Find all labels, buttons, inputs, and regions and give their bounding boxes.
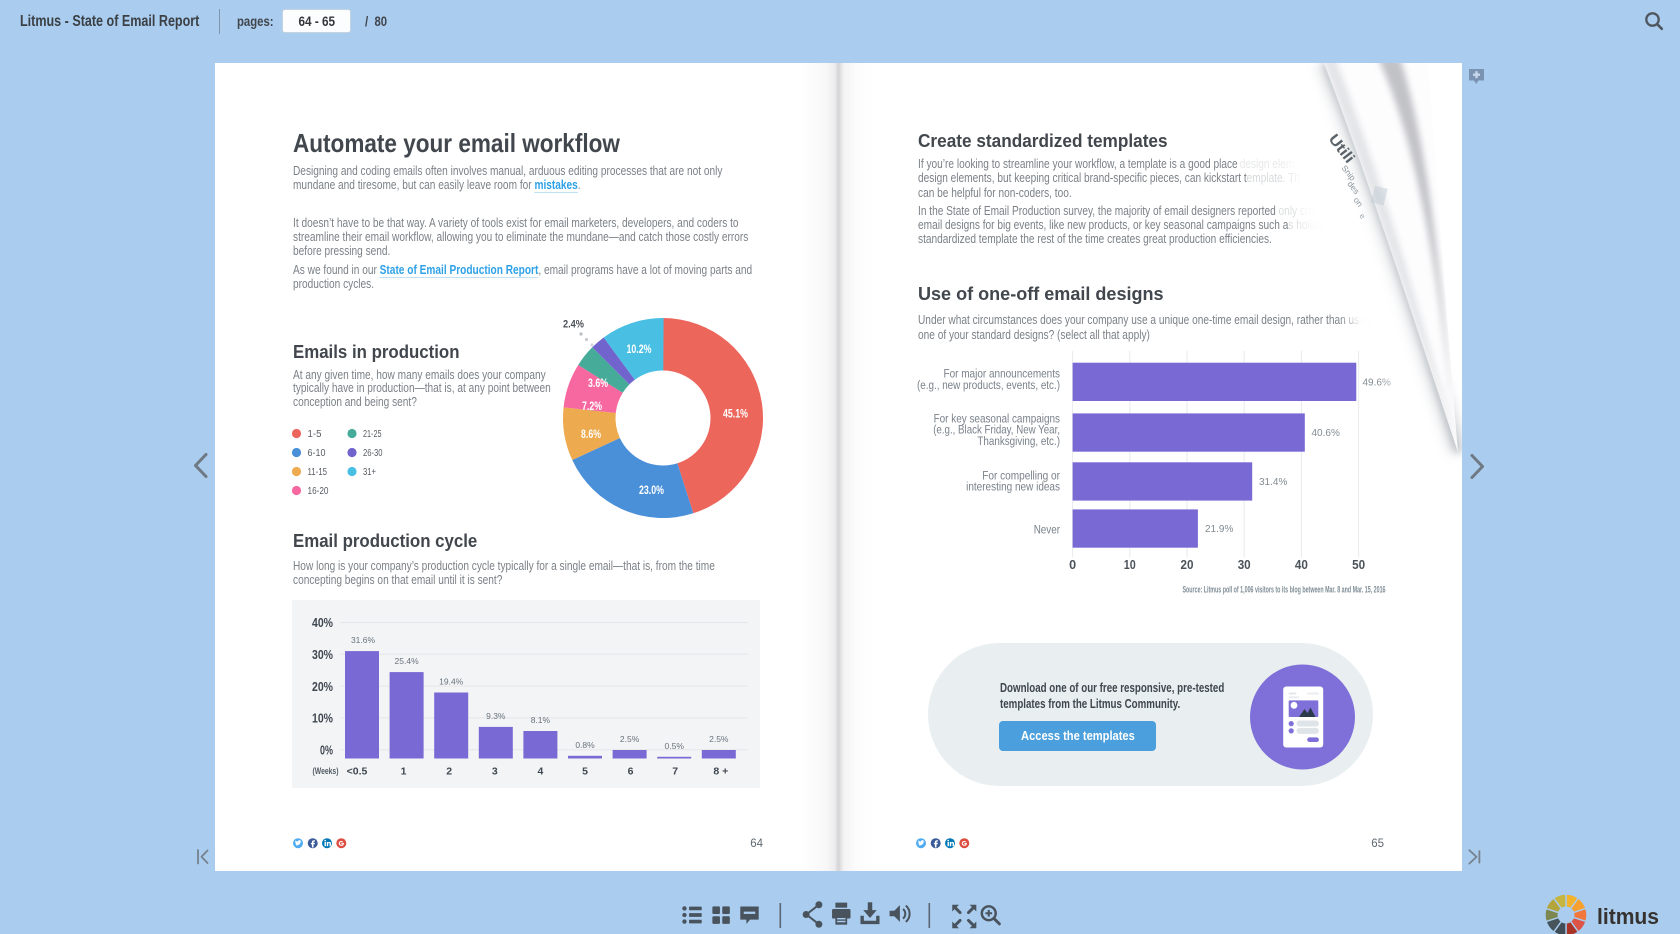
svg-text:30: 30: [1238, 557, 1251, 572]
svg-text:31.4%: 31.4%: [1259, 477, 1287, 488]
svg-text:5: 5: [582, 766, 588, 778]
svg-text:litmus: litmus: [1597, 904, 1659, 929]
svg-text:2.4%: 2.4%: [563, 318, 584, 330]
svg-text:7: 7: [672, 766, 678, 778]
svg-text:10.2%: 10.2%: [627, 344, 652, 356]
svg-text:50: 50: [1352, 557, 1365, 572]
svg-text:45.1%: 45.1%: [723, 408, 748, 420]
svg-text:4: 4: [537, 766, 543, 778]
svg-text:2.5%: 2.5%: [620, 734, 640, 744]
svg-text:49.6%: 49.6%: [1363, 378, 1391, 389]
svg-text:40: 40: [1295, 557, 1308, 572]
svg-text:21.9%: 21.9%: [1205, 524, 1233, 535]
svg-text:10: 10: [1124, 557, 1136, 572]
svg-text:Never: Never: [1034, 523, 1060, 537]
svg-text:26-30: 26-30: [363, 448, 383, 459]
svg-text:2.5%: 2.5%: [709, 734, 729, 744]
svg-text:11-15: 11-15: [308, 467, 328, 478]
svg-text:20%: 20%: [312, 679, 333, 694]
svg-text:31+: 31+: [363, 467, 376, 478]
svg-text:40%: 40%: [312, 615, 333, 630]
svg-text:8 +: 8 +: [713, 766, 728, 778]
svg-text:For key seasonal campaigns: For key seasonal campaigns: [934, 411, 1060, 425]
svg-text:0: 0: [1069, 557, 1076, 572]
svg-text:3.6%: 3.6%: [588, 378, 608, 390]
svg-text:For compelling or: For compelling or: [982, 469, 1060, 483]
svg-text:20: 20: [1181, 557, 1194, 572]
svg-text:3: 3: [492, 766, 498, 778]
svg-text:1: 1: [401, 766, 407, 778]
svg-text:6-10: 6-10: [308, 448, 326, 459]
svg-text:8.1%: 8.1%: [531, 715, 551, 725]
svg-text:(e.g., new products, events, e: (e.g., new products, events, etc.): [917, 378, 1060, 392]
svg-text:21-25: 21-25: [363, 429, 382, 440]
svg-text:2: 2: [446, 766, 452, 778]
svg-text:(e.g., Black Friday, New Year,: (e.g., Black Friday, New Year,: [933, 423, 1060, 437]
svg-text:interesting new ideas: interesting new ideas: [966, 479, 1060, 493]
svg-text:40.6%: 40.6%: [1312, 428, 1340, 439]
svg-text:8.6%: 8.6%: [581, 429, 601, 441]
svg-text:0.5%: 0.5%: [665, 741, 685, 751]
svg-text:For major announcements: For major announcements: [944, 367, 1061, 381]
svg-text:0%: 0%: [320, 742, 333, 757]
svg-text:<0.5: <0.5: [347, 766, 368, 778]
svg-text:7.2%: 7.2%: [582, 401, 602, 413]
svg-text:19.4%: 19.4%: [439, 677, 464, 687]
svg-text:30%: 30%: [312, 647, 333, 662]
svg-text:Source: Litmus poll of 1,006 v: Source: Litmus poll of 1,006 visitors to…: [1183, 585, 1386, 595]
svg-text:16-20: 16-20: [308, 486, 329, 497]
svg-text:(Weeks): (Weeks): [313, 766, 339, 776]
svg-text:31.6%: 31.6%: [351, 635, 376, 645]
svg-text:Thanksgiving, etc.): Thanksgiving, etc.): [977, 434, 1060, 448]
svg-text:23.0%: 23.0%: [639, 485, 664, 497]
svg-text:25.4%: 25.4%: [395, 656, 420, 666]
svg-text:9.3%: 9.3%: [486, 711, 506, 721]
svg-text:0.8%: 0.8%: [575, 740, 595, 750]
svg-text:10%: 10%: [312, 711, 333, 726]
svg-text:6: 6: [628, 766, 634, 778]
svg-text:1-5: 1-5: [308, 429, 322, 440]
svg-text:e: e: [1357, 212, 1367, 221]
